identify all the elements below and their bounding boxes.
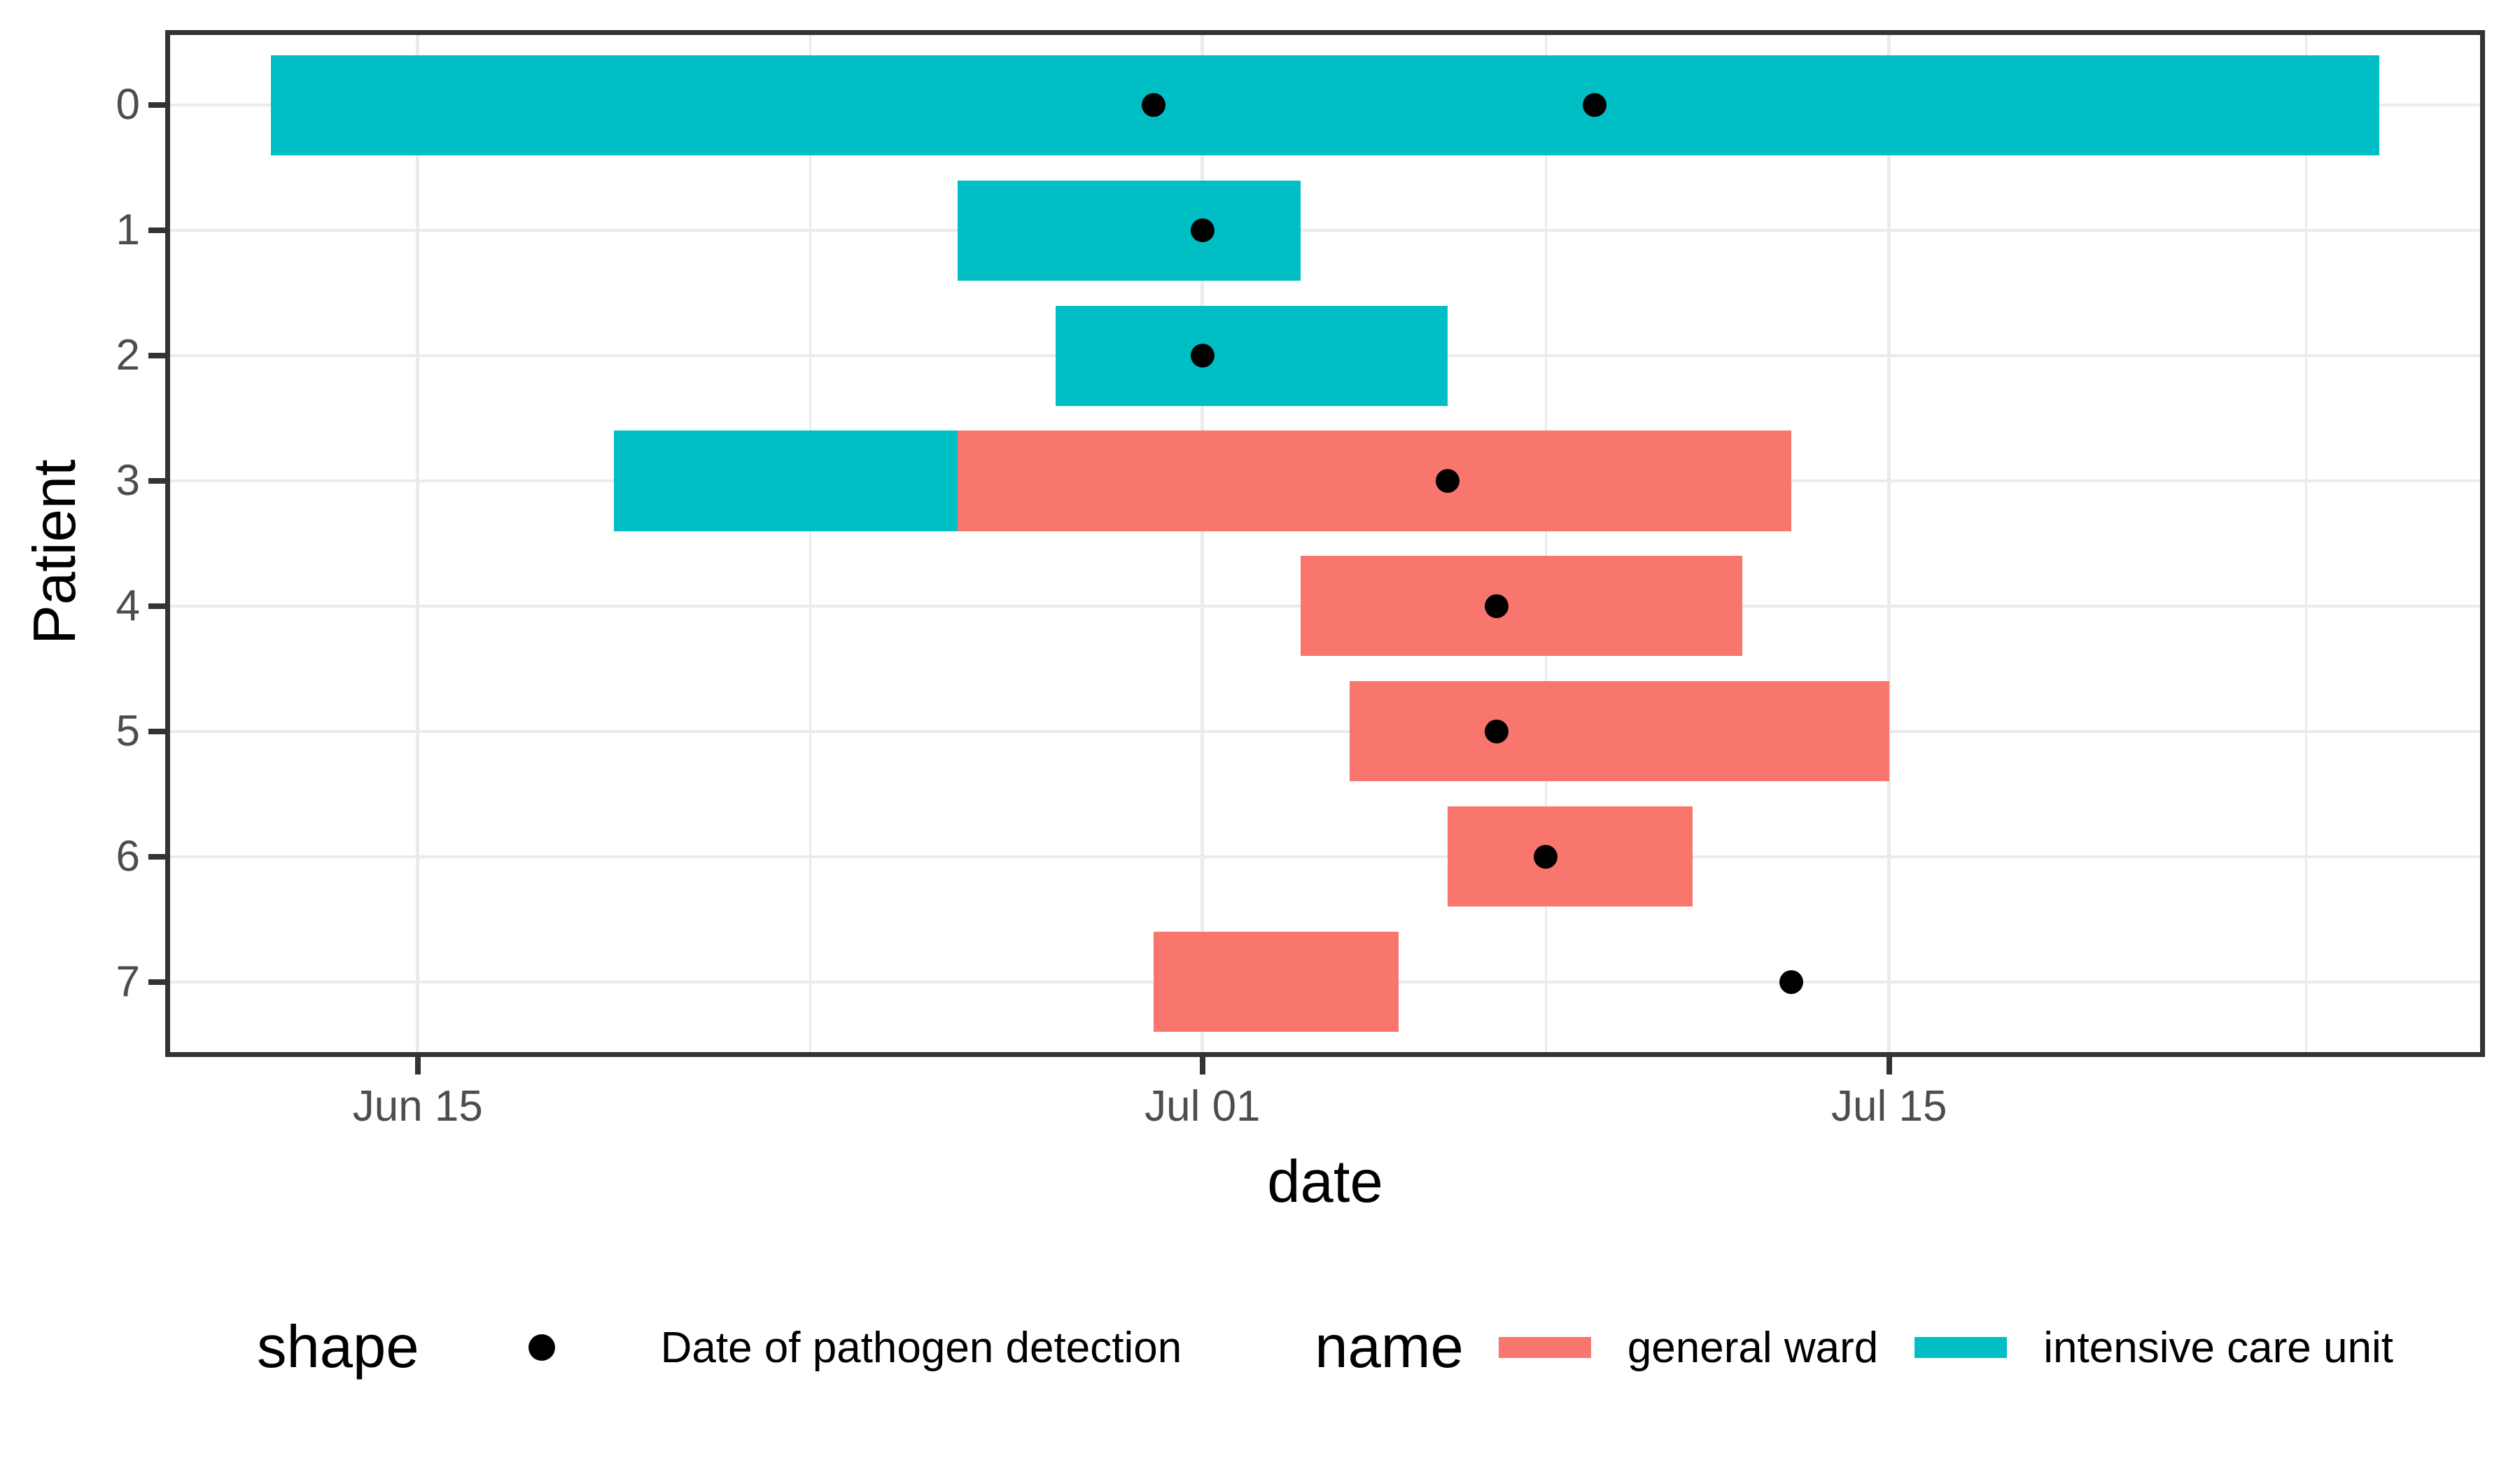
line-key-general-ward-icon bbox=[1498, 1337, 1591, 1358]
y-tick-label: 1 bbox=[115, 206, 140, 255]
y-tick-mark bbox=[148, 353, 165, 359]
y-gridline bbox=[165, 729, 2485, 733]
x-major-gridline bbox=[416, 30, 420, 1057]
line-key-intensive-care-unit-icon bbox=[1914, 1337, 2008, 1358]
stay-bar-patient-6 bbox=[1448, 806, 1693, 907]
y-tick-mark bbox=[148, 979, 165, 985]
x-minor-gridline bbox=[808, 30, 811, 1057]
x-tick-mark bbox=[1886, 1057, 1892, 1074]
x-axis-title: date bbox=[1267, 1149, 1383, 1215]
y-tick-mark bbox=[148, 603, 165, 609]
x-minor-gridline bbox=[2304, 30, 2307, 1057]
pathogen-detection-dot-patient-4 bbox=[1485, 594, 1509, 618]
pathogen-detection-dot-patient-0 bbox=[1583, 93, 1607, 118]
stay-bar-patient-7 bbox=[1153, 932, 1399, 1032]
pathogen-detection-dot-patient-0 bbox=[1141, 93, 1166, 118]
stay-bar-patient-0 bbox=[270, 55, 2380, 155]
y-tick-mark bbox=[148, 227, 165, 234]
x-major-gridline bbox=[1887, 30, 1891, 1057]
x-major-gridline bbox=[1200, 30, 1205, 1057]
legend-label-general-ward: general ward bbox=[1627, 1323, 1879, 1372]
x-tick-label: Jul 01 bbox=[1144, 1082, 1261, 1130]
legend-label-intensive-care-unit: intensive care unit bbox=[2043, 1323, 2393, 1372]
y-tick-mark bbox=[148, 102, 165, 108]
stay-bar-patient-5 bbox=[1350, 681, 1889, 782]
pathogen-detection-dot-patient-1 bbox=[1190, 218, 1214, 243]
legend-shape-label: Date of pathogen detection bbox=[660, 1323, 1182, 1372]
legend-shape-key-slot bbox=[493, 1334, 591, 1361]
stay-bar-patient-2 bbox=[1055, 305, 1448, 406]
y-tick-label: 2 bbox=[115, 331, 140, 380]
y-tick-label: 4 bbox=[115, 581, 140, 630]
x-minor-gridline bbox=[1544, 30, 1547, 1057]
y-tick-mark bbox=[148, 728, 165, 734]
stay-bar-patient-3 bbox=[614, 430, 958, 531]
y-axis-title: Patient bbox=[22, 459, 88, 645]
y-gridline bbox=[165, 855, 2485, 858]
y-tick-label: 3 bbox=[115, 456, 140, 505]
plot-panel bbox=[165, 30, 2485, 1057]
pathogen-detection-dot-patient-5 bbox=[1485, 719, 1509, 743]
y-tick-label: 0 bbox=[115, 80, 140, 130]
y-tick-label: 7 bbox=[115, 957, 140, 1006]
y-gridline bbox=[165, 229, 2485, 232]
stay-bar-patient-1 bbox=[957, 180, 1301, 281]
x-tick-label: Jun 15 bbox=[352, 1082, 483, 1130]
y-tick-label: 5 bbox=[115, 706, 140, 755]
pathogen-detection-dot-patient-3 bbox=[1436, 469, 1460, 493]
pathogen-detection-dot-patient-6 bbox=[1534, 844, 1558, 869]
stay-bar-patient-4 bbox=[1300, 556, 1742, 657]
y-tick-label: 6 bbox=[115, 832, 140, 881]
y-tick-mark bbox=[148, 478, 165, 484]
legend-name-title: name bbox=[1315, 1314, 1464, 1380]
x-tick-mark bbox=[1199, 1057, 1205, 1074]
point-key-icon bbox=[528, 1334, 555, 1361]
pathogen-detection-dot-patient-2 bbox=[1190, 344, 1214, 368]
x-tick-label: Jul 15 bbox=[1830, 1082, 1947, 1130]
legend-shape-title: shape bbox=[257, 1314, 419, 1380]
legend: shape Date of pathogen detection name ge… bbox=[130, 1295, 2520, 1400]
x-tick-mark bbox=[414, 1057, 421, 1074]
stay-bar-patient-3 bbox=[957, 430, 1791, 531]
pathogen-detection-dot-patient-7 bbox=[1779, 969, 1803, 994]
y-tick-mark bbox=[148, 853, 165, 860]
